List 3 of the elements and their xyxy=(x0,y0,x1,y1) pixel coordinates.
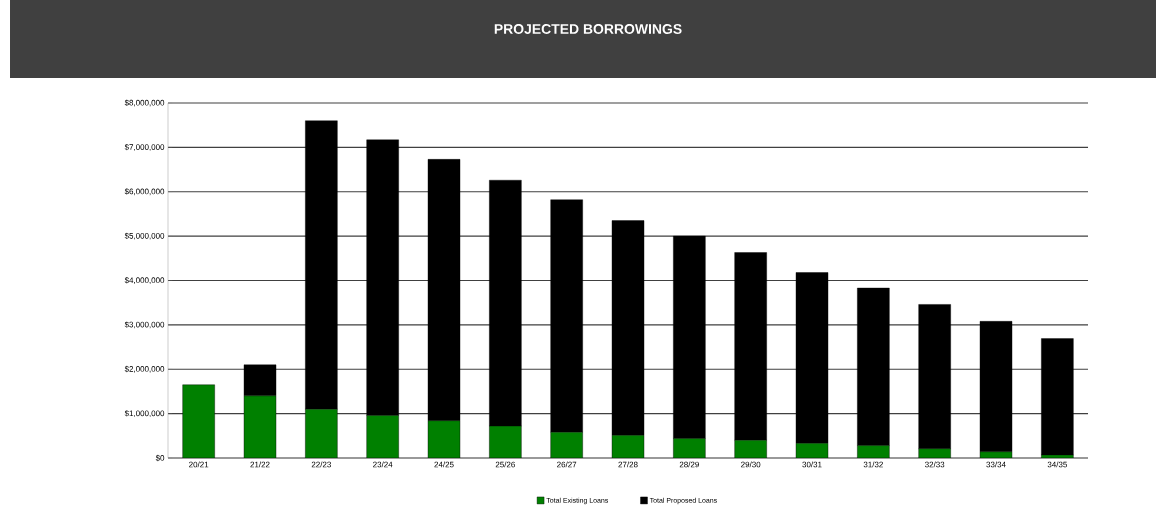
bar xyxy=(182,384,215,458)
chart-title: PROJECTED BORROWINGS xyxy=(494,24,682,34)
bar xyxy=(1041,338,1074,456)
